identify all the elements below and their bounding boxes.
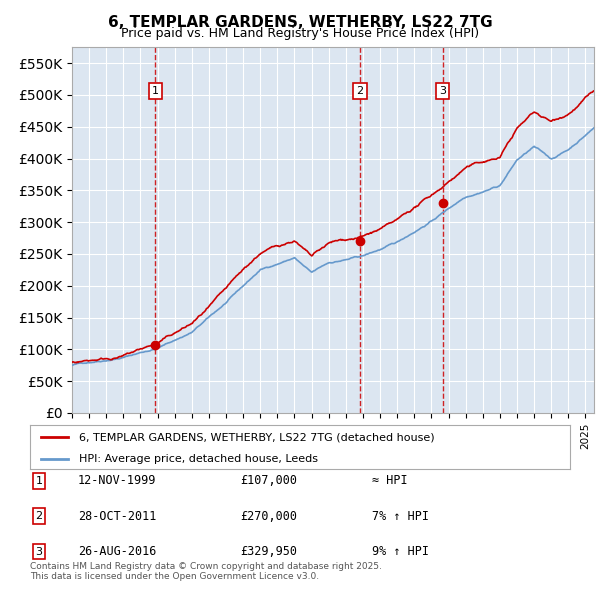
Text: 2: 2 xyxy=(35,512,43,521)
Text: 9% ↑ HPI: 9% ↑ HPI xyxy=(372,545,429,558)
Text: 7% ↑ HPI: 7% ↑ HPI xyxy=(372,510,429,523)
Text: Price paid vs. HM Land Registry's House Price Index (HPI): Price paid vs. HM Land Registry's House … xyxy=(121,27,479,40)
Text: 6, TEMPLAR GARDENS, WETHERBY, LS22 7TG: 6, TEMPLAR GARDENS, WETHERBY, LS22 7TG xyxy=(107,15,493,30)
Text: 28-OCT-2011: 28-OCT-2011 xyxy=(78,510,157,523)
Text: 3: 3 xyxy=(439,86,446,96)
Text: 3: 3 xyxy=(35,547,43,556)
Text: 12-NOV-1999: 12-NOV-1999 xyxy=(78,474,157,487)
Text: 1: 1 xyxy=(152,86,159,96)
Text: 1: 1 xyxy=(35,476,43,486)
Text: HPI: Average price, detached house, Leeds: HPI: Average price, detached house, Leed… xyxy=(79,454,317,464)
Text: Contains HM Land Registry data © Crown copyright and database right 2025.
This d: Contains HM Land Registry data © Crown c… xyxy=(30,562,382,581)
Text: 6, TEMPLAR GARDENS, WETHERBY, LS22 7TG (detached house): 6, TEMPLAR GARDENS, WETHERBY, LS22 7TG (… xyxy=(79,432,434,442)
Text: £270,000: £270,000 xyxy=(240,510,297,523)
Text: ≈ HPI: ≈ HPI xyxy=(372,474,407,487)
Text: £329,950: £329,950 xyxy=(240,545,297,558)
Text: 2: 2 xyxy=(356,86,364,96)
Text: £107,000: £107,000 xyxy=(240,474,297,487)
Text: 26-AUG-2016: 26-AUG-2016 xyxy=(78,545,157,558)
